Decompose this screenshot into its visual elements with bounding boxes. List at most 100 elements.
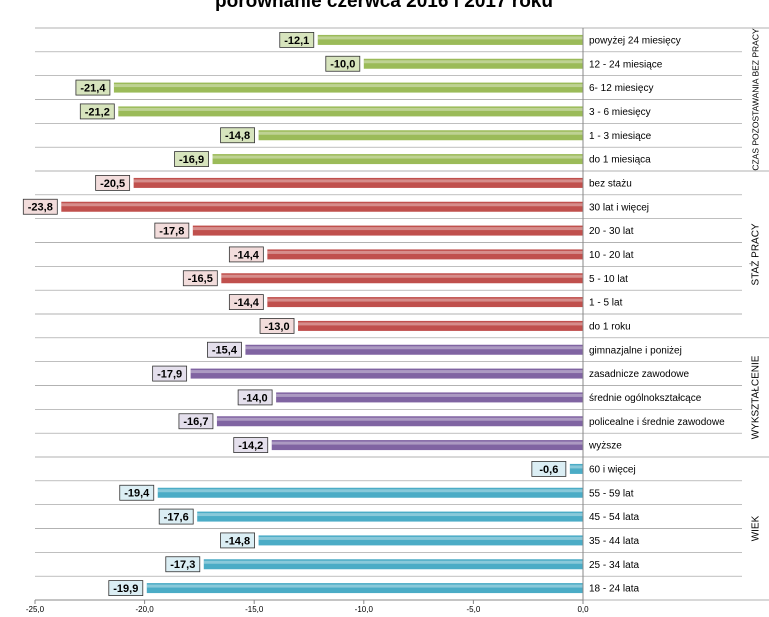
category-label: 55 - 59 lat	[589, 488, 634, 499]
category-label: wyższe	[588, 441, 622, 452]
bar	[197, 511, 583, 522]
value-label-box	[228, 294, 264, 310]
value-label-box	[237, 389, 273, 406]
value-label-box	[165, 556, 201, 573]
bar-highlight	[267, 298, 583, 302]
bar	[157, 487, 583, 498]
bar	[192, 225, 583, 236]
category-label: 60 i więcej	[589, 465, 636, 476]
group-label: WYKSZTAŁCENIE	[751, 355, 762, 439]
category-label: 20 - 30 lat	[589, 226, 634, 237]
value-label-box	[259, 318, 295, 334]
value-label: -14,0	[243, 392, 268, 404]
category-label: 1 - 5 lat	[589, 298, 623, 309]
group-label: WIEK	[751, 515, 762, 541]
category-label: gimnazjalne i poniżej	[589, 345, 682, 356]
bar	[298, 320, 583, 331]
category-label: 35 - 44 lata	[589, 536, 639, 547]
value-label: -21,2	[85, 106, 110, 118]
bar	[61, 201, 583, 212]
value-label: -14,4	[234, 249, 260, 261]
bar-highlight	[363, 60, 583, 64]
category-label: 1 - 3 miesiące	[589, 131, 652, 142]
category-label: 18 - 24 lata	[589, 584, 639, 595]
value-label: -21,4	[80, 82, 106, 94]
value-label: -16,9	[179, 154, 204, 166]
value-label-box	[119, 484, 155, 501]
bar	[216, 416, 583, 427]
x-tick-label: 0,0	[577, 605, 589, 614]
value-label-box	[220, 532, 255, 549]
category-label: 45 - 54 lata	[589, 512, 639, 523]
value-label: -13,0	[265, 321, 290, 333]
bar-highlight	[258, 536, 583, 540]
category-label: policealne i średnie zawodowe	[589, 417, 725, 428]
value-label: -17,3	[170, 559, 195, 571]
bar	[203, 559, 583, 570]
value-label-box	[154, 222, 190, 239]
category-label: do 1 miesiąca	[589, 155, 651, 166]
value-label: -16,7	[183, 416, 208, 428]
value-label-box	[325, 55, 361, 72]
category-label: 10 - 20 lat	[589, 250, 634, 261]
value-label-box	[152, 365, 188, 382]
x-tick-label: -5,0	[467, 605, 481, 614]
value-label-box	[75, 79, 111, 96]
value-label-box	[158, 508, 194, 525]
value-label-box	[233, 437, 269, 453]
chart-title: porównanie czerwca 2016 i 2017 roku	[215, 0, 553, 12]
x-tick-label: -25,0	[26, 605, 45, 614]
value-label-box	[228, 246, 264, 263]
bar	[271, 440, 583, 451]
bar-highlight	[146, 584, 584, 588]
value-label: -17,8	[159, 225, 184, 237]
value-label-box	[108, 580, 144, 596]
bar	[190, 368, 583, 379]
bar-highlight	[245, 346, 583, 350]
bar	[258, 535, 583, 546]
value-label: -17,6	[164, 511, 189, 523]
value-label-box	[22, 198, 58, 215]
bar	[133, 177, 583, 188]
value-label-box	[279, 32, 315, 48]
value-label: -14,8	[225, 535, 250, 547]
category-label: 6- 12 miesięcy	[589, 83, 653, 94]
category-label: 25 - 34 lata	[589, 560, 639, 571]
bar-highlight	[276, 393, 583, 397]
value-label-box	[95, 175, 131, 191]
value-label-box	[220, 127, 255, 144]
bar-highlight	[203, 560, 583, 564]
value-label: -20,5	[100, 178, 125, 190]
bar	[317, 34, 583, 45]
x-tick-label: -10,0	[355, 605, 374, 614]
category-label: bez stażu	[589, 179, 632, 190]
value-label: -19,9	[113, 583, 138, 595]
bar-highlight	[190, 370, 583, 374]
bar-highlight	[317, 36, 583, 40]
bar	[363, 58, 583, 69]
value-label-box	[207, 341, 242, 358]
category-label: 12 - 24 miesiące	[589, 59, 663, 70]
x-tick-label: -15,0	[245, 605, 264, 614]
bar-highlight	[192, 227, 583, 231]
bar-highlight	[61, 203, 583, 207]
value-label-box	[174, 151, 209, 167]
bar	[212, 154, 583, 165]
value-label: -19,4	[124, 488, 150, 500]
bar-highlight	[258, 131, 583, 135]
value-label: -10,0	[330, 59, 355, 71]
bar	[245, 344, 583, 355]
value-label-box	[531, 461, 567, 477]
value-label: -15,4	[212, 345, 238, 357]
bar	[267, 249, 583, 260]
value-label-box	[178, 413, 214, 430]
bar-highlight	[298, 322, 583, 326]
bar	[569, 463, 583, 474]
category-label: 3 - 6 miesięcy	[589, 107, 651, 118]
bar-highlight	[221, 274, 583, 278]
value-label: -0,6	[539, 464, 558, 476]
bar	[146, 583, 584, 594]
x-tick-label: -20,0	[135, 605, 154, 614]
bar-highlight	[118, 107, 584, 111]
